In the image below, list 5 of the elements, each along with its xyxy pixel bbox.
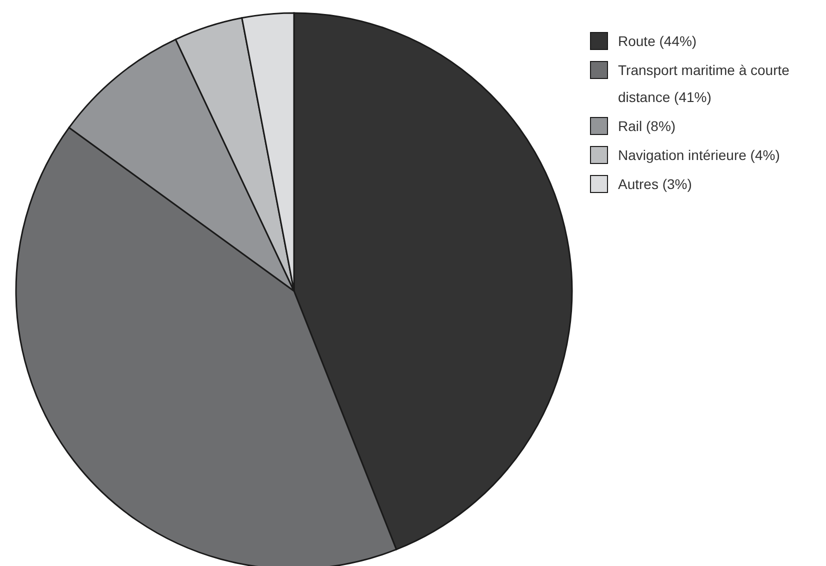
legend-label: Navigation intérieure (4%) <box>618 146 780 165</box>
legend-label: Autres (3%) <box>618 175 692 194</box>
legend-label: Route (44%) <box>618 32 697 51</box>
legend-label: Rail (8%) <box>618 117 676 136</box>
legend-label: Transport maritime à courte distance (41%) <box>618 61 790 107</box>
